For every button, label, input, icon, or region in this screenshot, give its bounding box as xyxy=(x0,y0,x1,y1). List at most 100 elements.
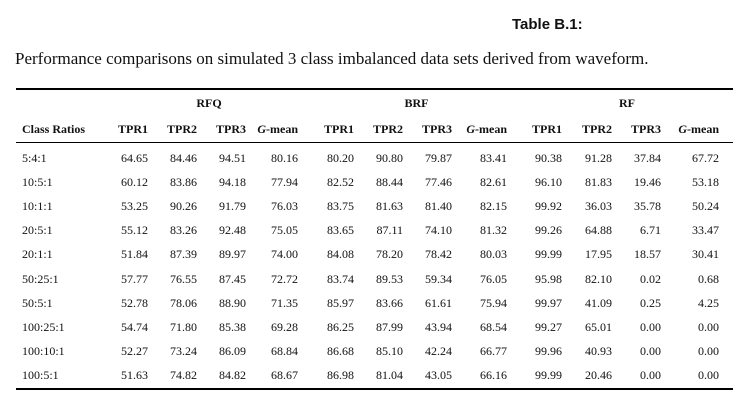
value-cell: 0.00 xyxy=(640,344,661,359)
value-cell: 6.71 xyxy=(640,223,661,238)
value-cell: 64.88 xyxy=(585,223,612,238)
value-cell: 71.80 xyxy=(170,319,197,334)
class-ratio-cell: 10:5:1 xyxy=(22,174,53,189)
value-cell: 75.94 xyxy=(480,295,507,310)
value-cell: 0.00 xyxy=(640,319,661,334)
col-header-tpr2: TPR2 xyxy=(154,116,203,143)
group-header-row: RFQ BRF RF xyxy=(16,89,733,116)
value-cell: 51.63 xyxy=(121,368,148,383)
table-label: Table B.1: xyxy=(512,16,583,33)
value-cell: 65.01 xyxy=(585,319,612,334)
value-cell: 91.79 xyxy=(219,198,246,213)
value-cell: 99.27 xyxy=(535,319,562,334)
class-ratio-cell: 5:4:1 xyxy=(22,150,47,165)
value-cell: 43.94 xyxy=(425,319,452,334)
value-cell: 17.95 xyxy=(585,247,612,262)
value-cell: 77.94 xyxy=(271,174,298,189)
value-cell: 81.63 xyxy=(376,198,403,213)
col-header-class-ratios: Class Ratios xyxy=(16,116,106,143)
value-cell: 77.46 xyxy=(425,174,452,189)
value-cell: 81.32 xyxy=(480,223,507,238)
value-cell: 82.15 xyxy=(480,198,507,213)
value-cell: 84.46 xyxy=(170,150,197,165)
value-cell: 83.41 xyxy=(480,150,507,165)
value-cell: 68.54 xyxy=(480,319,507,334)
value-cell: 84.82 xyxy=(219,368,246,383)
value-cell: 82.61 xyxy=(480,174,507,189)
table-row: 20:1:1 51.84 87.39 89.97 74.00 84.08 78.20 78.4… xyxy=(16,243,733,267)
value-cell: 83.86 xyxy=(170,174,197,189)
value-cell: 67.72 xyxy=(692,150,719,165)
value-cell: 69.28 xyxy=(271,319,298,334)
value-cell: 74.00 xyxy=(271,247,298,262)
gmean-suffix: -mean xyxy=(266,121,298,136)
value-cell: 94.18 xyxy=(219,174,246,189)
value-cell: 40.93 xyxy=(585,344,612,359)
value-cell: 85.38 xyxy=(219,319,246,334)
col-header-tpr3: TPR3 xyxy=(409,116,458,143)
value-cell: 83.65 xyxy=(327,223,354,238)
value-cell: 53.18 xyxy=(692,174,719,189)
table-row: 50:25:1 57.77 76.55 87.45 72.72 83.74 89.53 59.… xyxy=(16,267,733,291)
value-cell: 64.65 xyxy=(121,150,148,165)
group-header-blank xyxy=(16,89,106,116)
value-cell: 0.02 xyxy=(640,271,661,286)
value-cell: 59.34 xyxy=(425,271,452,286)
col-header-gmean: G-mean xyxy=(667,116,733,143)
value-cell: 94.51 xyxy=(219,150,246,165)
value-cell: 78.20 xyxy=(376,247,403,262)
table-row: 100:10:1 52.27 73.24 86.09 68.84 86.68 85.10 42… xyxy=(16,340,733,364)
value-cell: 0.00 xyxy=(698,344,719,359)
value-cell: 99.99 xyxy=(535,247,562,262)
value-cell: 96.10 xyxy=(535,174,562,189)
class-ratio-cell: 50:5:1 xyxy=(22,295,53,310)
value-cell: 80.20 xyxy=(327,150,354,165)
group-header-rfq: RFQ xyxy=(196,95,222,110)
value-cell: 37.84 xyxy=(634,150,661,165)
value-cell: 88.90 xyxy=(219,295,246,310)
value-cell: 51.84 xyxy=(121,247,148,262)
value-cell: 66.77 xyxy=(480,344,507,359)
gmean-suffix: -mean xyxy=(687,121,719,136)
value-cell: 66.16 xyxy=(480,368,507,383)
value-cell: 0.00 xyxy=(698,368,719,383)
col-header-tpr2: TPR2 xyxy=(360,116,409,143)
value-cell: 4.25 xyxy=(698,295,719,310)
table-row: 50:5:1 52.78 78.06 88.90 71.35 85.97 83.66 61.6… xyxy=(16,291,733,315)
class-ratio-cell: 50:25:1 xyxy=(22,271,59,286)
value-cell: 83.26 xyxy=(170,223,197,238)
col-header-tpr1: TPR1 xyxy=(106,116,154,143)
col-header-tpr1: TPR1 xyxy=(312,116,360,143)
value-cell: 81.83 xyxy=(585,174,612,189)
value-cell: 33.47 xyxy=(692,223,719,238)
value-cell: 86.98 xyxy=(327,368,354,383)
table-body: 5:4:1 64.65 84.46 94.51 80.16 80.20 90.80 79.87… xyxy=(16,143,733,389)
gmean-g: G xyxy=(678,121,687,136)
table-row: 10:5:1 60.12 83.86 94.18 77.94 82.52 88.44 77.4… xyxy=(16,170,733,194)
group-header-brf: BRF xyxy=(404,95,429,110)
value-cell: 89.97 xyxy=(219,247,246,262)
class-ratio-cell: 100:25:1 xyxy=(22,319,65,334)
col-header-tpr3: TPR3 xyxy=(203,116,252,143)
value-cell: 52.78 xyxy=(121,295,148,310)
value-cell: 99.97 xyxy=(535,295,562,310)
results-table: RFQ BRF RF Class Ratios TPR1 TPR2 TPR3 G… xyxy=(16,88,733,390)
value-cell: 30.41 xyxy=(692,247,719,262)
value-cell: 84.08 xyxy=(327,247,354,262)
value-cell: 78.42 xyxy=(425,247,452,262)
gmean-suffix: -mean xyxy=(475,121,507,136)
value-cell: 50.24 xyxy=(692,198,719,213)
value-cell: 73.24 xyxy=(170,344,197,359)
value-cell: 20.46 xyxy=(585,368,612,383)
value-cell: 35.78 xyxy=(634,198,661,213)
table-row: 100:25:1 54.74 71.80 85.38 69.28 86.25 87.99 43… xyxy=(16,315,733,339)
value-cell: 87.39 xyxy=(170,247,197,262)
table-row: 5:4:1 64.65 84.46 94.51 80.16 80.20 90.80 79.87… xyxy=(16,143,733,171)
table-row: 20:5:1 55.12 83.26 92.48 75.05 83.65 87.11 74.1… xyxy=(16,219,733,243)
col-header-gmean: G-mean xyxy=(252,116,312,143)
value-cell: 76.03 xyxy=(271,198,298,213)
value-cell: 99.96 xyxy=(535,344,562,359)
class-ratio-cell: 100:10:1 xyxy=(22,344,65,359)
gmean-g: G xyxy=(257,121,266,136)
value-cell: 71.35 xyxy=(271,295,298,310)
